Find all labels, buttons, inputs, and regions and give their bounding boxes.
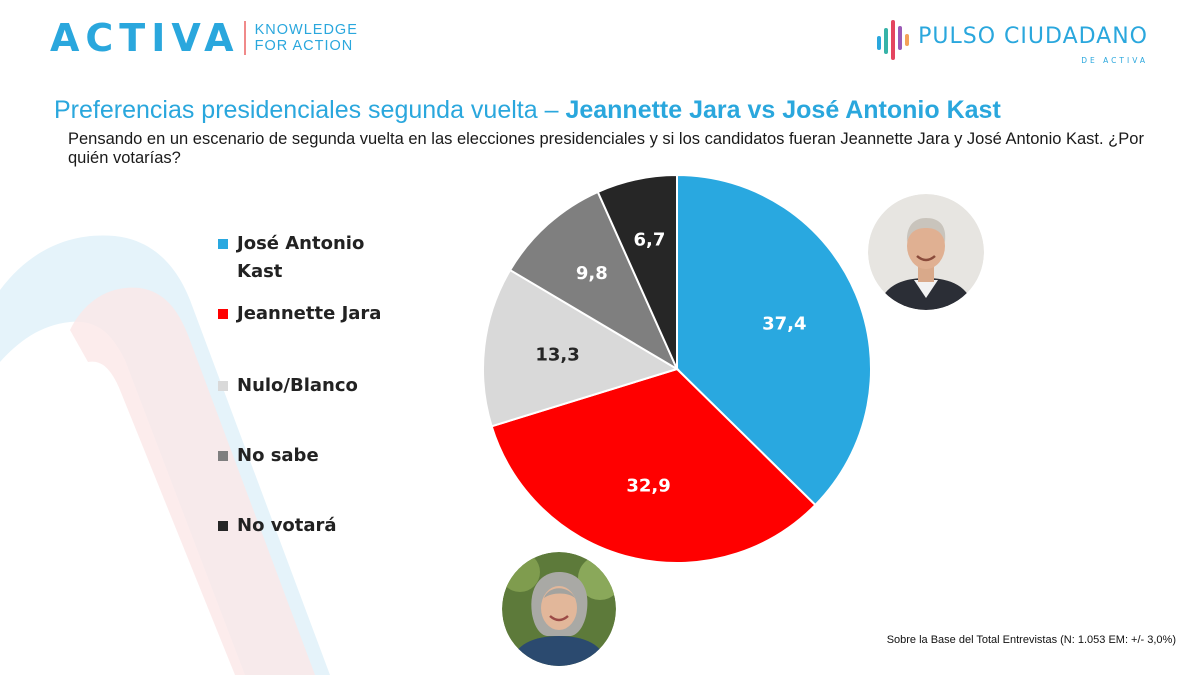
pulso-subtitle: DE ACTIVA <box>1081 56 1148 65</box>
slice-data-label: 37,4 <box>762 313 806 334</box>
legend-label: José Antonio Kast <box>237 233 365 282</box>
legend-swatch <box>218 309 228 319</box>
pulso-bars-icon <box>877 20 910 60</box>
jara-photo <box>502 552 616 666</box>
legend-item: No sabe <box>218 442 418 470</box>
pie-slice <box>490 367 817 564</box>
pie-chart: 37,4 32,9 13,3 9,8 6,7 <box>482 173 872 564</box>
activa-tagline-line2: FOR ACTION <box>254 38 354 54</box>
legend-swatch <box>218 239 228 249</box>
activa-divider <box>243 21 246 55</box>
pie-slice <box>482 268 680 428</box>
legend-item: No votará <box>218 512 418 540</box>
activa-wordmark: ACTIVA <box>50 16 240 60</box>
survey-question: Pensando en un escenario de segunda vuel… <box>68 130 1144 167</box>
legend-label: No votará <box>237 515 337 536</box>
pulso-ciudadano-logo: PULSO CIUDADANO DE ACTIVA <box>876 18 1148 65</box>
legend-swatch <box>218 451 228 461</box>
pie-slice <box>676 173 872 507</box>
title-highlight: Jeannette Jara vs José Antonio Kast <box>565 96 1001 124</box>
slice-data-label: 13,3 <box>535 344 579 365</box>
legend-item: Jeannette Jara <box>218 300 418 328</box>
sample-footnote: Sobre la Base del Total Entrevistas (N: … <box>886 634 1176 646</box>
page-title: Preferencias presidenciales segunda vuel… <box>54 96 1001 125</box>
kast-photo <box>868 194 984 310</box>
pulso-text: PULSO CIUDADANO DE ACTIVA <box>918 18 1148 65</box>
slice-data-label: 9,8 <box>576 263 608 284</box>
title-prefix: Preferencias presidenciales segunda vuel… <box>54 96 566 124</box>
legend-label: No sabe <box>237 445 319 466</box>
pulso-wordmark: PULSO CIUDADANO <box>918 24 1148 49</box>
activa-tagline: KNOWLEDGE FOR ACTION <box>255 22 358 54</box>
legend-item: José Antonio Kast <box>218 230 378 286</box>
legend-item: Nulo/Blanco <box>218 372 418 400</box>
legend-label: Jeannette Jara <box>237 303 382 324</box>
pie-slice <box>596 173 678 370</box>
slice-data-label: 6,7 <box>634 229 666 250</box>
legend-swatch <box>218 521 228 531</box>
pie-slice <box>508 190 680 372</box>
legend-label: Nulo/Blanco <box>237 375 358 396</box>
slice-data-label: 32,9 <box>626 475 670 496</box>
activa-logo: ACTIVA KNOWLEDGE FOR ACTION <box>50 16 358 60</box>
activa-tagline-line1: KNOWLEDGE <box>254 22 358 38</box>
legend-swatch <box>218 381 228 391</box>
